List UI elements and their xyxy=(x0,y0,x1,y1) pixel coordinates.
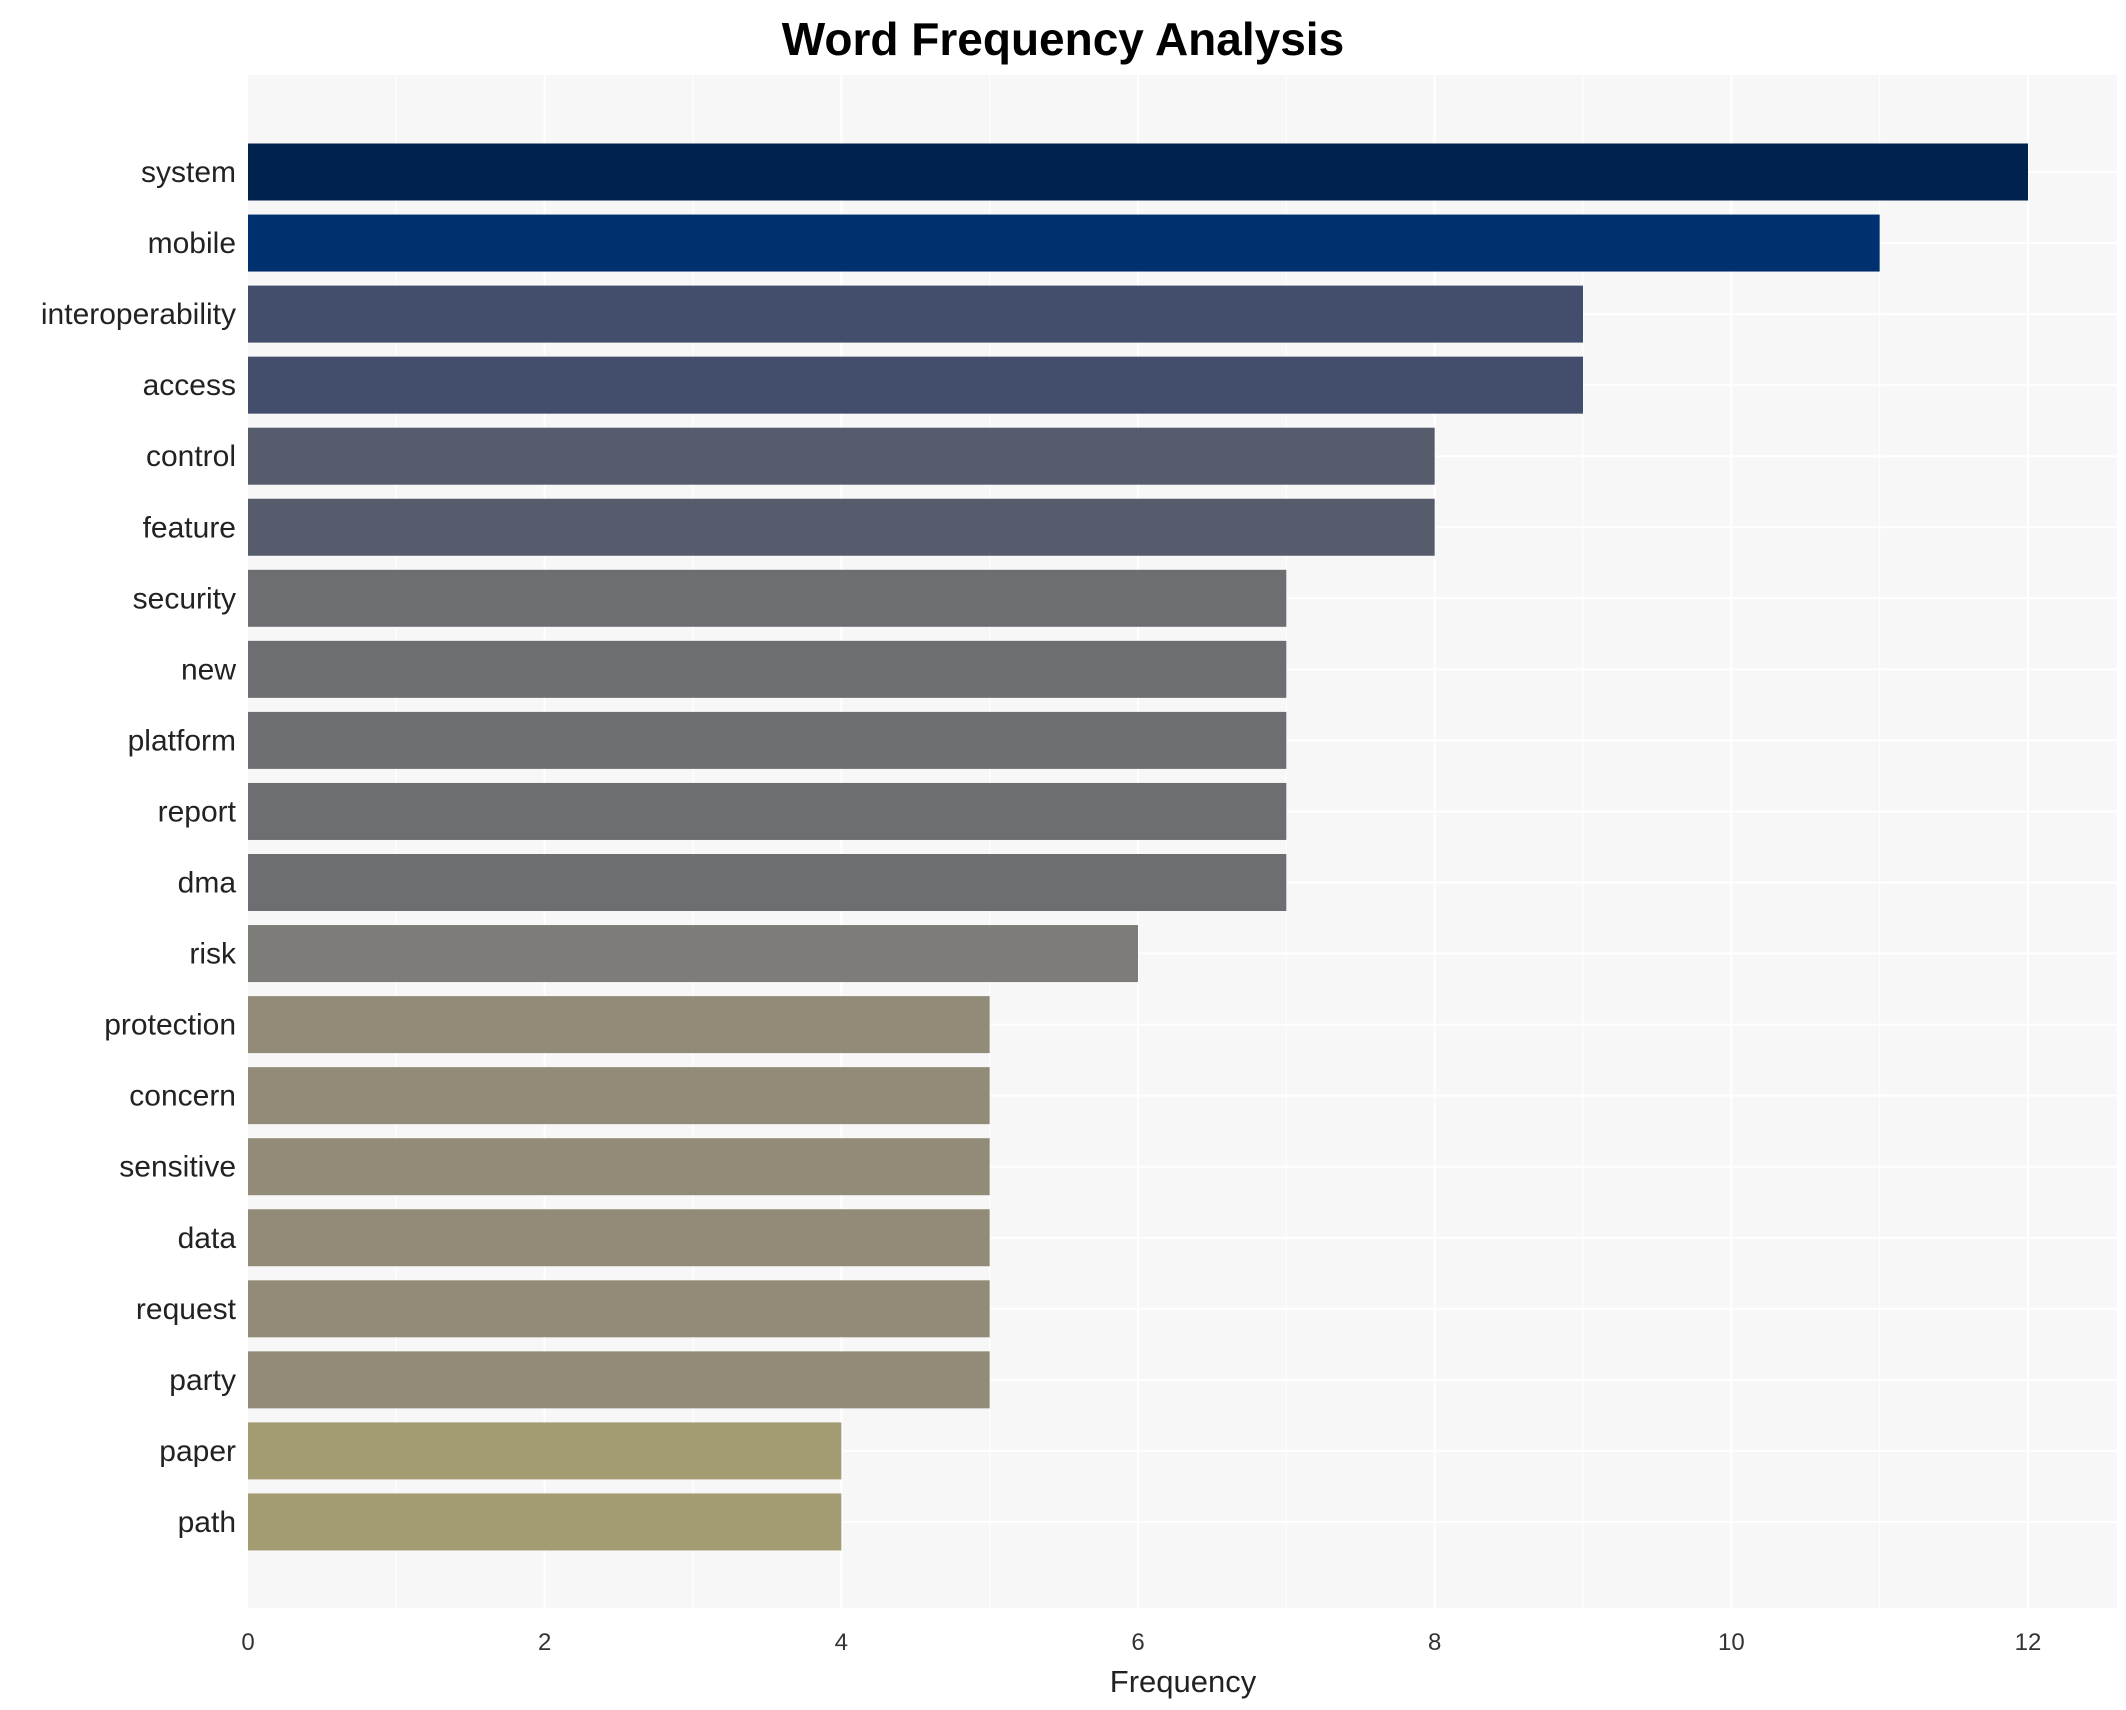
category-label: path xyxy=(178,1506,236,1539)
bar-new xyxy=(248,640,1287,698)
category-label: dma xyxy=(178,867,237,900)
x-axis-label: Frequency xyxy=(1110,1664,1257,1699)
bar-platform xyxy=(248,711,1287,769)
category-label: new xyxy=(181,653,236,686)
category-label: sensitive xyxy=(119,1151,236,1184)
bar-security xyxy=(248,569,1287,627)
x-tick-label: 8 xyxy=(1428,1629,1441,1656)
category-label: party xyxy=(169,1364,236,1397)
bar-system xyxy=(248,143,2028,201)
x-tick-label: 12 xyxy=(2015,1629,2042,1656)
bar-risk xyxy=(248,925,1138,983)
bar-dma xyxy=(248,854,1287,911)
bar-request xyxy=(248,1280,990,1338)
category-label: request xyxy=(136,1293,237,1326)
x-tick-label: 2 xyxy=(538,1629,551,1656)
category-label: access xyxy=(143,369,236,402)
bar-party xyxy=(248,1351,990,1409)
category-label: paper xyxy=(159,1435,236,1468)
category-label: risk xyxy=(189,938,237,971)
bar-sensitive xyxy=(248,1138,990,1196)
x-tick-label: 10 xyxy=(1718,1629,1745,1656)
category-label: platform xyxy=(128,724,236,757)
x-tick-label: 4 xyxy=(835,1629,848,1656)
bar-access xyxy=(248,356,1583,414)
x-tick-label: 0 xyxy=(241,1629,254,1656)
category-label: system xyxy=(141,156,236,189)
bar-report xyxy=(248,782,1287,840)
category-label: protection xyxy=(104,1009,236,1042)
bar-feature xyxy=(248,498,1435,556)
bar-path xyxy=(248,1493,842,1551)
category-label: control xyxy=(146,440,236,473)
chart-title: Word Frequency Analysis xyxy=(781,13,1345,65)
bar-control xyxy=(248,427,1435,485)
bar-concern xyxy=(248,1067,990,1125)
category-label: concern xyxy=(129,1080,236,1113)
bar-protection xyxy=(248,996,990,1054)
category-label: feature xyxy=(143,511,236,544)
bar-mobile xyxy=(248,214,1880,272)
bar-data xyxy=(248,1209,990,1267)
category-label: security xyxy=(133,582,236,615)
category-label: report xyxy=(158,795,237,828)
category-label: mobile xyxy=(148,227,236,260)
bar-interoperability xyxy=(248,285,1583,343)
x-tick-label: 6 xyxy=(1131,1629,1144,1656)
category-label: data xyxy=(178,1222,237,1255)
category-label: interoperability xyxy=(41,298,236,331)
bar-paper xyxy=(248,1422,842,1480)
